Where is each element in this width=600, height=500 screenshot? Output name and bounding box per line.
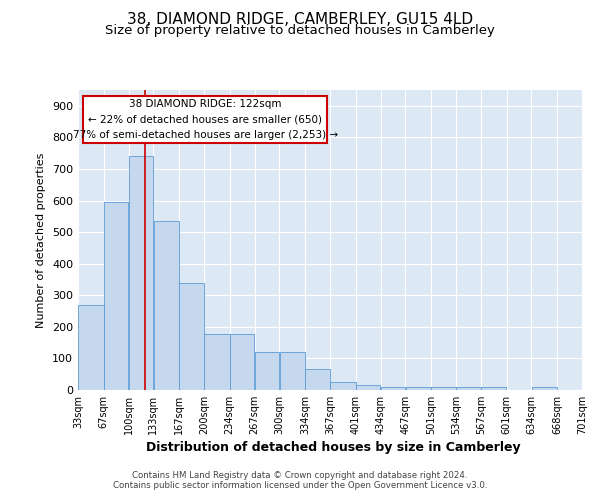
Bar xyxy=(128,156,154,390)
Text: ← 22% of detached houses are smaller (650): ← 22% of detached houses are smaller (65… xyxy=(88,114,322,124)
Bar xyxy=(204,334,230,390)
Bar xyxy=(356,386,380,390)
Bar xyxy=(380,387,406,390)
Text: Contains public sector information licensed under the Open Government Licence v3: Contains public sector information licen… xyxy=(113,482,487,490)
Bar xyxy=(406,387,431,390)
Bar xyxy=(532,388,557,390)
Bar xyxy=(254,352,280,390)
Text: Contains HM Land Registry data © Crown copyright and database right 2024.: Contains HM Land Registry data © Crown c… xyxy=(132,472,468,480)
Text: Distribution of detached houses by size in Camberley: Distribution of detached houses by size … xyxy=(146,441,520,454)
Bar xyxy=(305,370,330,390)
Y-axis label: Number of detached properties: Number of detached properties xyxy=(37,152,46,328)
Text: 77% of semi-detached houses are larger (2,253) →: 77% of semi-detached houses are larger (… xyxy=(73,130,338,140)
FancyBboxPatch shape xyxy=(83,96,328,142)
Bar xyxy=(330,382,356,390)
Bar xyxy=(104,202,128,390)
Bar xyxy=(179,282,204,390)
Bar xyxy=(431,388,456,390)
Bar xyxy=(230,334,254,390)
Text: Size of property relative to detached houses in Camberley: Size of property relative to detached ho… xyxy=(105,24,495,37)
Text: 38, DIAMOND RIDGE, CAMBERLEY, GU15 4LD: 38, DIAMOND RIDGE, CAMBERLEY, GU15 4LD xyxy=(127,12,473,28)
Bar xyxy=(154,221,179,390)
Bar xyxy=(481,388,506,390)
Bar xyxy=(456,388,481,390)
Bar xyxy=(78,304,104,390)
Bar xyxy=(280,352,305,390)
Text: 38 DIAMOND RIDGE: 122sqm: 38 DIAMOND RIDGE: 122sqm xyxy=(129,99,281,109)
